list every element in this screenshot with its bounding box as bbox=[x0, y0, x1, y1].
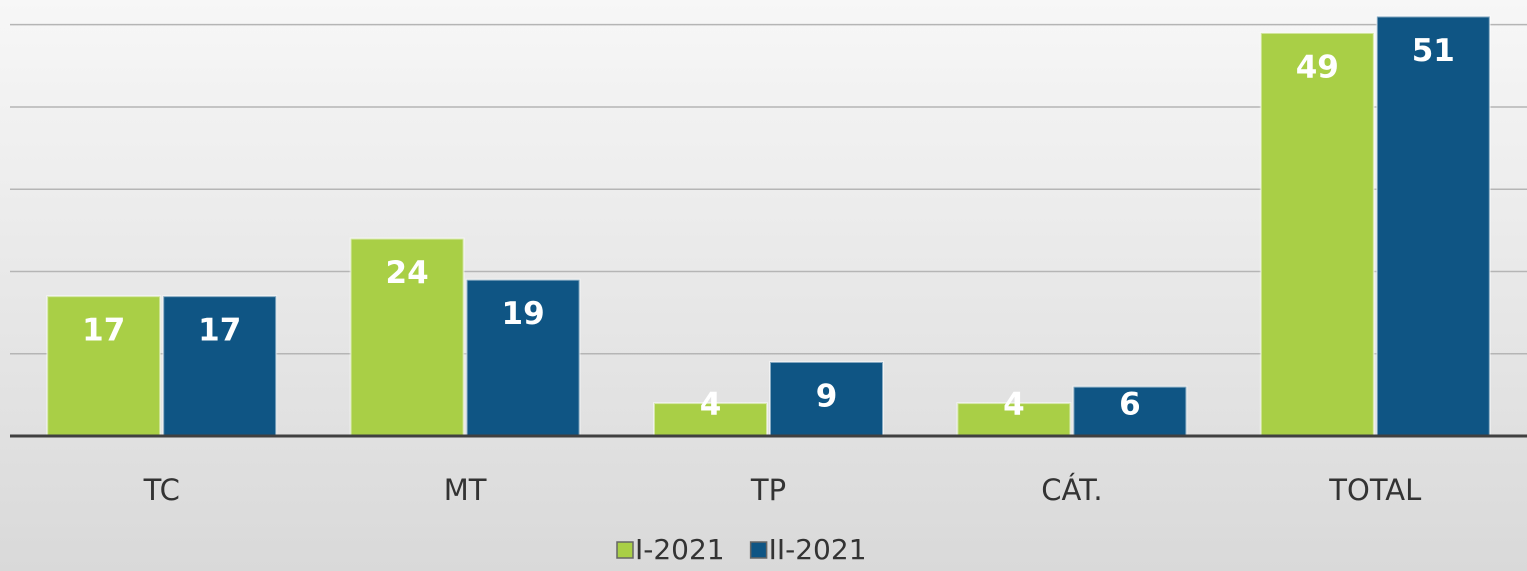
data-label: 9 bbox=[816, 378, 838, 414]
bar bbox=[1375, 15, 1491, 438]
legend-label: I-2021 bbox=[635, 533, 725, 566]
bar bbox=[1072, 385, 1188, 437]
bar bbox=[1259, 31, 1375, 437]
x-tick-label: CÁT. bbox=[1041, 473, 1102, 507]
data-label: 51 bbox=[1412, 33, 1455, 69]
bar bbox=[769, 360, 884, 437]
x-tick-label: TOTAL bbox=[1328, 473, 1421, 507]
legend-label: II-2021 bbox=[769, 533, 867, 566]
data-label: 17 bbox=[198, 313, 241, 349]
data-label: 6 bbox=[1119, 387, 1141, 423]
data-label: 49 bbox=[1296, 49, 1339, 85]
bar bbox=[46, 295, 162, 437]
data-label: 19 bbox=[502, 296, 545, 332]
data-label: 4 bbox=[1003, 387, 1025, 423]
bar bbox=[956, 402, 1072, 437]
legend-swatch bbox=[616, 541, 634, 559]
data-label: 4 bbox=[700, 387, 722, 423]
x-tick-label: TP bbox=[750, 473, 786, 507]
x-tick-label: TC bbox=[143, 473, 180, 507]
data-label: 24 bbox=[386, 255, 429, 291]
x-tick-label: MT bbox=[444, 473, 487, 507]
legend-swatch bbox=[749, 541, 768, 559]
data-label: 17 bbox=[82, 313, 125, 349]
